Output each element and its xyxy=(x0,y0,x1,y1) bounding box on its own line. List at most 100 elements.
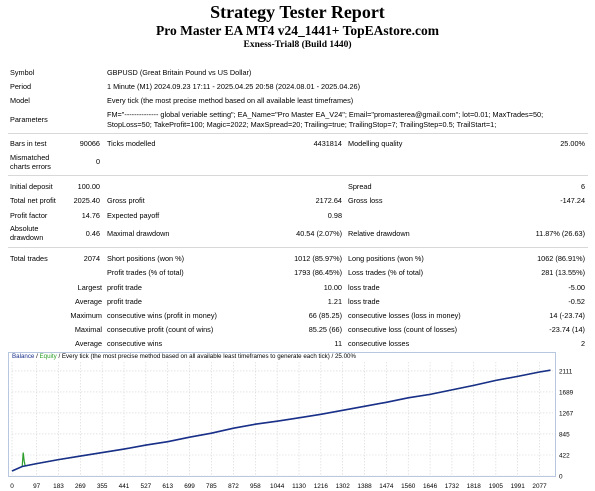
profit-factor-value: 14.76 xyxy=(81,211,100,220)
relative-drawdown-label: Relative drawdown xyxy=(348,229,410,238)
symbol-label: Symbol xyxy=(10,68,35,77)
maximal-consecutive-profit-value: 85.25 (66) xyxy=(308,325,342,334)
modelling-quality-value: 25.00% xyxy=(560,139,585,148)
expected-payoff-value: 0.98 xyxy=(327,211,342,220)
x-tick-label: 441 xyxy=(119,483,130,490)
x-tick-label: 355 xyxy=(97,483,108,490)
long-positions-value: 1062 (86.91%) xyxy=(537,254,585,263)
parameters-label: Parameters xyxy=(10,115,48,124)
average-consecutive-wins-label: consecutive wins xyxy=(107,339,163,348)
mismatched-label-1: Mismatched xyxy=(10,153,50,162)
spread-value: 6 xyxy=(580,182,585,191)
balance-chart-frame xyxy=(8,352,556,477)
maximal-consecutive-loss-label: consecutive loss (count of losses) xyxy=(348,325,458,334)
maximal-consecutive-profit-label: consecutive profit (count of wins) xyxy=(107,325,214,334)
gross-profit-label: Gross profit xyxy=(107,196,145,205)
loss-trades-value: 281 (13.55%) xyxy=(541,268,585,277)
average-loss-value: -0.52 xyxy=(568,297,585,306)
x-tick-label: 269 xyxy=(75,483,86,490)
average-consecutive-losses-label: consecutive losses xyxy=(348,339,410,348)
expert-name: Pro Master EA MT4 v24_1441+ TopEAstore.c… xyxy=(156,23,439,38)
x-tick-label: 1474 xyxy=(379,483,394,490)
symbol-value: GBPUSD (Great Britain Pound vs US Dollar… xyxy=(107,68,252,77)
max-consecutive-losses-label: consecutive losses (loss in money) xyxy=(348,311,461,320)
x-tick-label: 97 xyxy=(33,483,41,490)
chart-series xyxy=(11,369,551,472)
ticks-value: 4431814 xyxy=(313,139,342,148)
maximal-consecutive-loss-value: -23.74 (14) xyxy=(549,325,585,334)
model-value: Every tick (the most precise method base… xyxy=(107,96,354,105)
x-tick-label: 958 xyxy=(250,483,261,490)
x-tick-label: 699 xyxy=(184,483,195,490)
average-loss-label: loss trade xyxy=(348,297,380,306)
loss-trades-label: Loss trades (% of total) xyxy=(348,268,424,277)
report-title: Strategy Tester Report xyxy=(210,2,385,22)
relative-drawdown-value: 11.87% (26.63) xyxy=(535,229,585,238)
profit-factor-label: Profit factor xyxy=(10,211,48,220)
mismatched-label-2: charts errors xyxy=(10,162,51,171)
spread-label: Spread xyxy=(348,182,372,191)
total-net-profit-value: 2025.40 xyxy=(73,196,100,205)
x-tick-label: 872 xyxy=(228,483,239,490)
absolute-drawdown-value: 0.46 xyxy=(85,229,100,238)
max-consecutive-wins-label: consecutive wins (profit in money) xyxy=(107,311,217,320)
profit-trades-value: 1793 (86.45%) xyxy=(294,268,342,277)
short-positions-value: 1012 (85.97%) xyxy=(294,254,342,263)
total-trades-value: 2074 xyxy=(83,254,100,263)
bars-value: 90066 xyxy=(79,139,100,148)
x-tick-label: 1646 xyxy=(423,483,438,490)
balance-line xyxy=(11,369,551,472)
x-tick-label: 183 xyxy=(53,483,64,490)
y-tick-label: 1267 xyxy=(559,410,574,417)
parameters-line-1: FM="-------------- global veriable setti… xyxy=(107,110,544,119)
maximal-drawdown-label: Maximal drawdown xyxy=(107,229,170,238)
x-tick-label: 785 xyxy=(206,483,217,490)
average-profit-value: 1.21 xyxy=(327,297,342,306)
divider xyxy=(8,133,588,134)
x-tick-label: 1818 xyxy=(467,483,482,490)
average-label: Average xyxy=(74,297,102,306)
maximum-label: Maximum xyxy=(70,311,102,320)
divider xyxy=(8,247,588,248)
mismatched-value: 0 xyxy=(95,157,100,166)
x-tick-label: 1302 xyxy=(336,483,351,490)
initial-deposit-label: Initial deposit xyxy=(10,182,53,191)
gross-loss-value: -147.24 xyxy=(560,196,585,205)
absolute-drawdown-label-2: drawdown xyxy=(10,233,44,242)
chart-grid xyxy=(11,362,553,477)
y-tick-label: 1689 xyxy=(559,389,574,396)
legend-separator: / xyxy=(34,353,40,360)
x-tick-label: 613 xyxy=(162,483,173,490)
divider xyxy=(8,175,588,176)
modelling-quality-label: Modelling quality xyxy=(348,139,403,148)
x-tick-label: 1732 xyxy=(445,483,460,490)
largest-loss-label: loss trade xyxy=(348,283,380,292)
ticks-label: Ticks modelled xyxy=(107,139,156,148)
max-consecutive-losses-value: 14 (-23.74) xyxy=(549,311,585,320)
maximal-drawdown-value: 40.54 (2.07%) xyxy=(296,229,342,238)
average-consecutive-wins-value: 11 xyxy=(334,339,342,348)
x-tick-label: 1560 xyxy=(401,483,416,490)
y-tick-label: 2111 xyxy=(559,368,573,375)
period-value: 1 Minute (M1) 2024.09.23 17:11 - 2025.04… xyxy=(107,82,361,91)
gross-profit-value: 2172.64 xyxy=(315,196,342,205)
expected-payoff-label: Expected payoff xyxy=(107,211,160,220)
legend-balance: Balance xyxy=(12,353,35,360)
total-net-profit-label: Total net profit xyxy=(10,196,56,205)
gross-loss-label: Gross loss xyxy=(348,196,383,205)
x-tick-label: 1044 xyxy=(270,483,285,490)
largest-profit-label: profit trade xyxy=(107,283,142,292)
largest-label: Largest xyxy=(77,283,102,292)
parameters-line-2: StopLoss=50; TakeProfit=100; Magic=2022;… xyxy=(107,120,497,129)
profit-trades-label: Profit trades (% of total) xyxy=(107,268,184,277)
legend-equity: Equity xyxy=(39,353,57,360)
chart-legend: Balance / Equity / Every tick (the most … xyxy=(12,353,356,361)
x-tick-label: 1905 xyxy=(489,483,504,490)
largest-profit-value: 10.00 xyxy=(323,283,342,292)
average-consecutive-losses-value: 2 xyxy=(580,339,585,348)
largest-loss-value: -5.00 xyxy=(568,283,585,292)
server-build: Exness-Trial8 (Build 1440) xyxy=(243,40,352,50)
x-tick-label: 1216 xyxy=(314,483,329,490)
legend-description: / Every tick (the most precise method ba… xyxy=(56,353,356,360)
